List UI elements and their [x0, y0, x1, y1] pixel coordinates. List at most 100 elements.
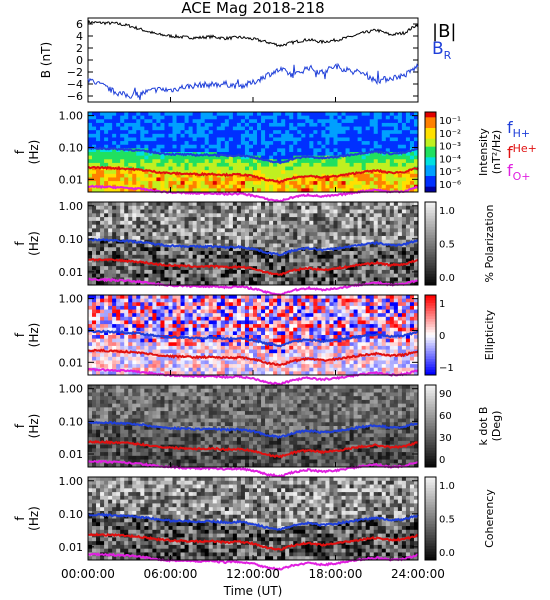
spectrogram-cell — [104, 170, 109, 175]
spectrogram-cell — [140, 353, 145, 358]
spectrogram-cell — [329, 133, 334, 138]
spectrogram-cell — [301, 254, 306, 259]
spectrogram-cell — [224, 217, 230, 222]
spectrogram-cell — [405, 247, 411, 252]
spectrogram-cell — [357, 202, 363, 207]
spectrogram-cell — [228, 224, 234, 229]
spectrogram-cell — [285, 353, 290, 358]
spectrogram-cell — [112, 162, 117, 167]
spectrogram-cell — [373, 224, 379, 229]
spectrogram-cell — [128, 133, 133, 138]
spectrogram-cell — [261, 130, 266, 135]
spectrogram-cell — [253, 320, 258, 325]
spectrogram-cell — [285, 141, 290, 146]
spectrogram-cell — [168, 217, 173, 222]
spectrogram-cell — [257, 112, 262, 117]
spectrogram-cell — [104, 220, 109, 226]
spectrogram-cell — [341, 262, 346, 267]
spectrogram-cell — [301, 273, 306, 278]
spectrogram-cell — [281, 133, 286, 138]
spectrogram-cell — [88, 155, 93, 160]
spectrogram-cell — [168, 342, 173, 347]
spectrogram-cell — [168, 367, 173, 372]
spectrogram-cell — [337, 220, 342, 226]
spectrogram-cell — [337, 243, 342, 248]
f-ytick-label: 0.01 — [59, 266, 84, 279]
spectrogram-cell — [216, 302, 222, 307]
spectrogram-cell — [212, 251, 218, 256]
spectrogram-cell — [377, 202, 383, 207]
spectrogram-cell — [257, 119, 262, 124]
spectrogram-cell — [224, 353, 230, 358]
spectrogram-cell — [281, 144, 286, 149]
spectrogram-cell — [269, 320, 274, 325]
spectrogram-cell — [309, 141, 314, 146]
spectrogram-cell — [164, 126, 169, 131]
spectrogram-cell — [184, 119, 190, 124]
spectrogram-cell — [285, 184, 290, 189]
spectrogram-cell — [236, 170, 242, 175]
spectrogram-cell — [220, 258, 226, 263]
spectrogram-cell — [397, 254, 403, 259]
spectrogram-cell — [132, 173, 137, 178]
spectrogram-cell — [273, 209, 278, 214]
spectrogram-cell — [144, 258, 149, 263]
spectrogram-cell — [140, 220, 145, 226]
spectrogram-cell — [333, 112, 338, 117]
spectrogram-cell — [124, 281, 129, 286]
spectrogram-cell — [152, 115, 157, 120]
spectrogram-cell — [120, 181, 125, 186]
spectrogram-cell — [128, 251, 133, 256]
spectrogram-cell — [108, 305, 113, 310]
spectrogram-cell — [413, 243, 419, 248]
spectrogram-cell — [136, 295, 141, 300]
spectrogram-cell — [289, 184, 294, 189]
spectrogram-cell — [196, 281, 202, 286]
spectrogram-cell — [196, 202, 202, 207]
spectrogram-cell — [116, 269, 121, 275]
spectrogram-cell — [333, 133, 338, 138]
spectrogram-cell — [273, 119, 278, 124]
spectrogram-cell — [285, 181, 290, 186]
spectrogram-cell — [220, 360, 226, 365]
spectrogram-cell — [208, 144, 214, 149]
spectrogram-cell — [357, 251, 363, 256]
spectrogram-cell — [148, 298, 153, 303]
spectrogram-cell — [341, 209, 346, 214]
spectrogram-cell — [353, 188, 359, 193]
spectrogram-cell — [112, 228, 117, 233]
spectrogram-cell — [281, 205, 286, 210]
spectrogram-cell — [88, 331, 93, 336]
spectrogram-cell — [92, 298, 97, 303]
spectrogram-cell — [345, 162, 350, 167]
spectrogram-cell — [148, 155, 153, 160]
spectrogram-cell — [401, 239, 407, 244]
spectrogram-cell — [313, 166, 318, 171]
spectrogram-cell — [257, 126, 262, 131]
spectrogram-cell — [212, 342, 218, 347]
spectrogram-cell — [108, 266, 113, 271]
spectrogram-cell — [301, 115, 306, 120]
spectrogram-cell — [253, 298, 258, 303]
colorbar-tick-label: 10⁻³ — [439, 142, 461, 153]
spectrogram-cell — [281, 324, 286, 329]
spectrogram-cell — [313, 220, 318, 226]
spectrogram-cell — [216, 345, 222, 350]
spectrogram-cell — [92, 335, 97, 340]
spectrogram-cell — [321, 251, 326, 256]
spectrogram-cell — [273, 254, 278, 259]
spectrogram-cell — [92, 243, 97, 248]
spectrogram-cell — [88, 220, 93, 226]
spectrogram-cell — [200, 220, 206, 226]
spectrogram-cell — [261, 112, 266, 117]
spectrogram-cell — [216, 239, 222, 244]
spectrogram-cell — [212, 217, 218, 222]
spectrogram-cell — [144, 309, 149, 314]
spectrogram-cell — [381, 173, 387, 178]
spectrogram-cell — [289, 133, 294, 138]
spectrogram-cell — [285, 152, 290, 157]
spectrogram-cell — [132, 295, 137, 300]
spectrogram-cell — [305, 184, 310, 189]
spectrogram-cell — [188, 181, 194, 186]
spectrogram-cell — [236, 177, 242, 182]
